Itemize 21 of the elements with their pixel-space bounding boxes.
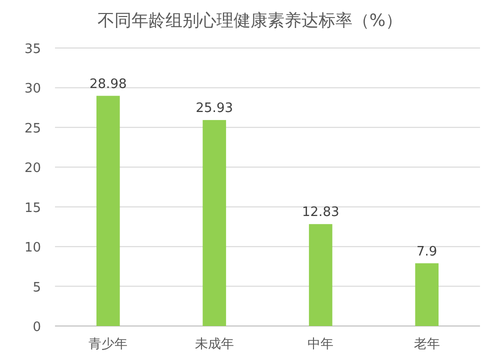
y-tick-label: 15 xyxy=(24,200,41,216)
x-tick-label: 老年 xyxy=(414,337,440,352)
y-tick-label: 20 xyxy=(24,161,41,176)
y-tick-label: 35 xyxy=(24,42,41,57)
y-tick-label: 0 xyxy=(32,320,41,335)
data-label: 12.83 xyxy=(302,205,340,220)
data-label: 28.98 xyxy=(90,76,127,92)
x-tick-label: 未成年 xyxy=(194,337,234,352)
chart-title: 不同年龄组别心理健康素养达标率（%） xyxy=(97,11,403,31)
y-tick-label: 30 xyxy=(24,82,41,97)
bar xyxy=(202,120,226,326)
x-tick-label: 青少年 xyxy=(88,337,128,352)
data-label: 7.9 xyxy=(416,244,438,260)
y-tick-label: 25 xyxy=(24,121,41,136)
bar xyxy=(415,263,439,326)
x-tick-label: 中年 xyxy=(308,337,334,352)
bar xyxy=(308,224,332,326)
y-tick-label: 10 xyxy=(24,240,41,256)
y-tick-label: 5 xyxy=(32,280,41,296)
data-label: 25.93 xyxy=(196,101,233,116)
bar xyxy=(96,96,120,326)
